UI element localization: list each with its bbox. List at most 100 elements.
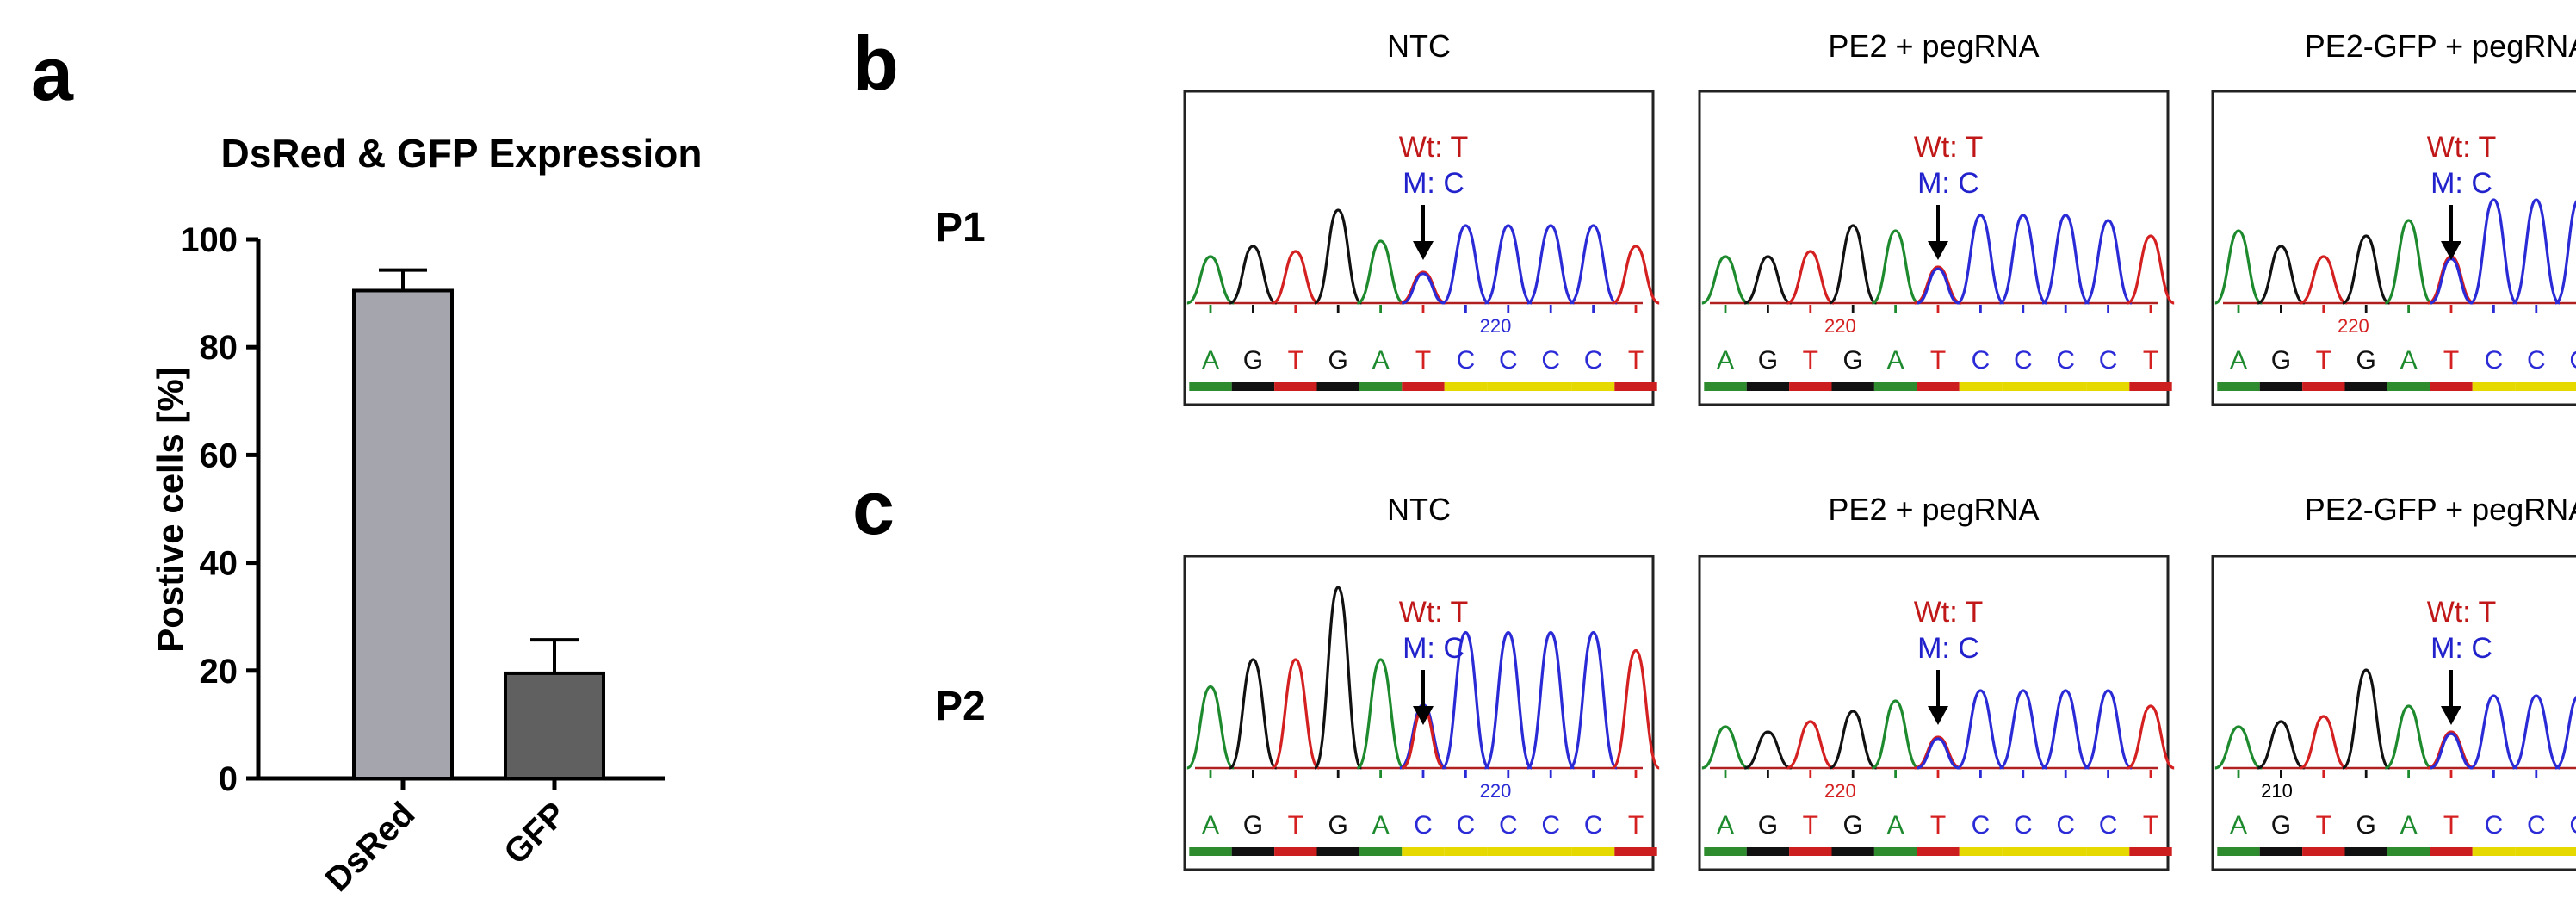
chromatogram-frame xyxy=(2211,555,2576,871)
x-tick-label: DsRed xyxy=(319,795,423,899)
quality-bar-segment xyxy=(2472,382,2516,391)
base-letter: C xyxy=(2569,811,2576,840)
quality-bar-segment xyxy=(2430,382,2473,391)
quality-bar-segment xyxy=(1444,847,1488,856)
quality-bar-segment xyxy=(1873,847,1917,856)
trace-peak xyxy=(2127,234,2175,305)
trace-peak xyxy=(2257,245,2306,305)
quality-bar-segment xyxy=(1704,847,1747,856)
quality-bar-segment xyxy=(2515,847,2558,856)
trace-peak xyxy=(1611,648,1661,770)
trace-peak xyxy=(1313,586,1363,770)
base-letter: A xyxy=(2230,811,2247,840)
base-letter: T xyxy=(2443,346,2459,375)
chart-title: DsRed & GFP Expression xyxy=(221,131,703,176)
quality-bar-segment xyxy=(1917,382,1960,391)
bar-chart: DsRed & GFP Expression Postive cells [%]… xyxy=(150,131,703,899)
trace-peak xyxy=(2041,214,2090,305)
trace-peak xyxy=(1916,267,1960,305)
base-letter: C xyxy=(1457,346,1476,375)
trace-peak xyxy=(1568,630,1619,770)
quality-bar-segment xyxy=(1831,847,1874,856)
base-letter: C xyxy=(2014,811,2033,840)
mut-annotation: M: C xyxy=(1403,632,1464,665)
trace-peak xyxy=(1871,229,1920,305)
quality-bar-segment xyxy=(1789,382,1832,391)
x-tick-label: GFP xyxy=(497,795,573,871)
trace-peak xyxy=(2041,689,2090,770)
base-letter: C xyxy=(2527,346,2546,375)
trace-peak xyxy=(1786,720,1835,770)
quality-bar-segment xyxy=(1402,847,1445,856)
base-letter: T xyxy=(1288,811,1303,840)
quality-bar-segment xyxy=(1274,847,1317,856)
base-letter: T xyxy=(1628,811,1644,840)
arrow-head xyxy=(2441,241,2461,260)
quality-bar-segment xyxy=(2044,847,2087,856)
trace-peak xyxy=(1526,224,1576,305)
base-letter: C xyxy=(2099,346,2118,375)
quality-bar-segment xyxy=(1316,847,1359,856)
quality-bar-segment xyxy=(1571,847,1615,856)
trace-peak xyxy=(1272,250,1320,305)
quality-bar-segment xyxy=(2086,847,2130,856)
quality-bar-segment xyxy=(1529,382,1572,391)
trace-peak xyxy=(2257,720,2306,770)
quality-bar-segment xyxy=(2129,847,2172,856)
trace-peak xyxy=(1399,270,1447,305)
trace-peak xyxy=(2384,219,2433,305)
trace-peak xyxy=(1483,630,1533,770)
base-letter: G xyxy=(1758,811,1778,840)
trace-peak xyxy=(1186,255,1235,305)
base-letter: C xyxy=(2056,346,2075,375)
trace-peak xyxy=(2429,732,2474,770)
trace-peak xyxy=(1441,224,1490,305)
row-label-p1: P1 xyxy=(935,205,986,251)
quality-bar-segment xyxy=(1231,847,1275,856)
quality-bar-segment xyxy=(2002,847,2045,856)
arrow-head xyxy=(1413,241,1434,260)
trace-peak xyxy=(2300,255,2348,305)
quality-bar-segment xyxy=(2344,382,2387,391)
base-letter: T xyxy=(2443,811,2459,840)
trace-peak xyxy=(1356,658,1405,770)
trace-peak xyxy=(2084,689,2133,770)
trace-peak xyxy=(1701,255,1749,305)
wt-annotation: Wt: T xyxy=(1399,596,1469,629)
trace-peak xyxy=(2511,198,2561,305)
quality-bar-segment xyxy=(2557,382,2576,391)
trace-peak xyxy=(1271,658,1320,770)
trace-peak xyxy=(1356,239,1405,305)
y-axis-label: Postive cells [%] xyxy=(150,367,190,652)
trace-peak xyxy=(1229,245,1278,305)
y-tick-label: 40 xyxy=(200,545,238,583)
wt-annotation: Wt: T xyxy=(2427,131,2497,164)
base-letter: C xyxy=(2014,346,2033,375)
base-letter: G xyxy=(1328,811,1348,840)
quality-bar-segment xyxy=(1316,382,1359,391)
base-letter: C xyxy=(1541,811,1560,840)
base-letter: A xyxy=(2400,811,2418,840)
panel-label-a: a xyxy=(31,31,74,116)
mut-annotation: M: C xyxy=(1917,632,1979,665)
trace-peak xyxy=(2384,704,2433,770)
base-letter: T xyxy=(1288,346,1303,375)
quality-bar-segment xyxy=(2387,847,2430,856)
mut-annotation: M: C xyxy=(2430,632,2492,665)
base-letter: G xyxy=(2356,811,2376,840)
base-letter: T xyxy=(2316,346,2331,375)
quality-bar-segment xyxy=(1487,382,1530,391)
base-letter: G xyxy=(2356,346,2376,375)
base-letter: A xyxy=(2230,346,2247,375)
quality-bar-segment xyxy=(1746,382,1790,391)
quality-bar-segment xyxy=(2217,847,2260,856)
trace-peak xyxy=(1914,265,1962,305)
wt-annotation: Wt: T xyxy=(1914,596,1984,629)
quality-bar-segment xyxy=(1487,847,1530,856)
quality-bar-segment xyxy=(1189,847,1232,856)
quality-bar-segment xyxy=(2557,847,2576,856)
